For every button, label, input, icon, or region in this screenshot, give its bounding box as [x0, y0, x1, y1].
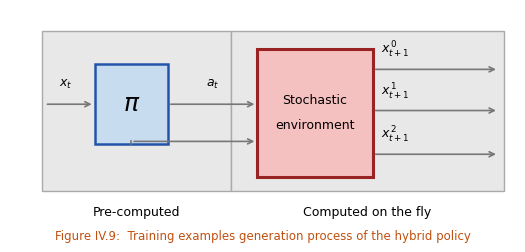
Text: Computed on the fly: Computed on the fly: [303, 206, 432, 219]
Text: environment: environment: [275, 119, 355, 132]
Text: $x_{t+1}^{\,1}$: $x_{t+1}^{\,1}$: [381, 82, 410, 102]
Bar: [257, 49, 373, 177]
Bar: [231, 31, 504, 191]
Text: Stochastic: Stochastic: [282, 94, 348, 107]
Text: $\pi$: $\pi$: [122, 92, 140, 116]
Text: Pre-computed: Pre-computed: [93, 206, 180, 219]
Text: Figure IV.9:  Training examples generation process of the hybrid policy: Figure IV.9: Training examples generatio…: [55, 230, 470, 243]
Text: $x_t$: $x_t$: [59, 78, 72, 91]
Bar: [42, 31, 231, 191]
Text: $x_{t+1}^{\,0}$: $x_{t+1}^{\,0}$: [381, 40, 410, 60]
Bar: [94, 64, 168, 144]
Text: $x_{t+1}^{\,2}$: $x_{t+1}^{\,2}$: [381, 125, 410, 145]
Text: $a_t$: $a_t$: [206, 78, 219, 91]
